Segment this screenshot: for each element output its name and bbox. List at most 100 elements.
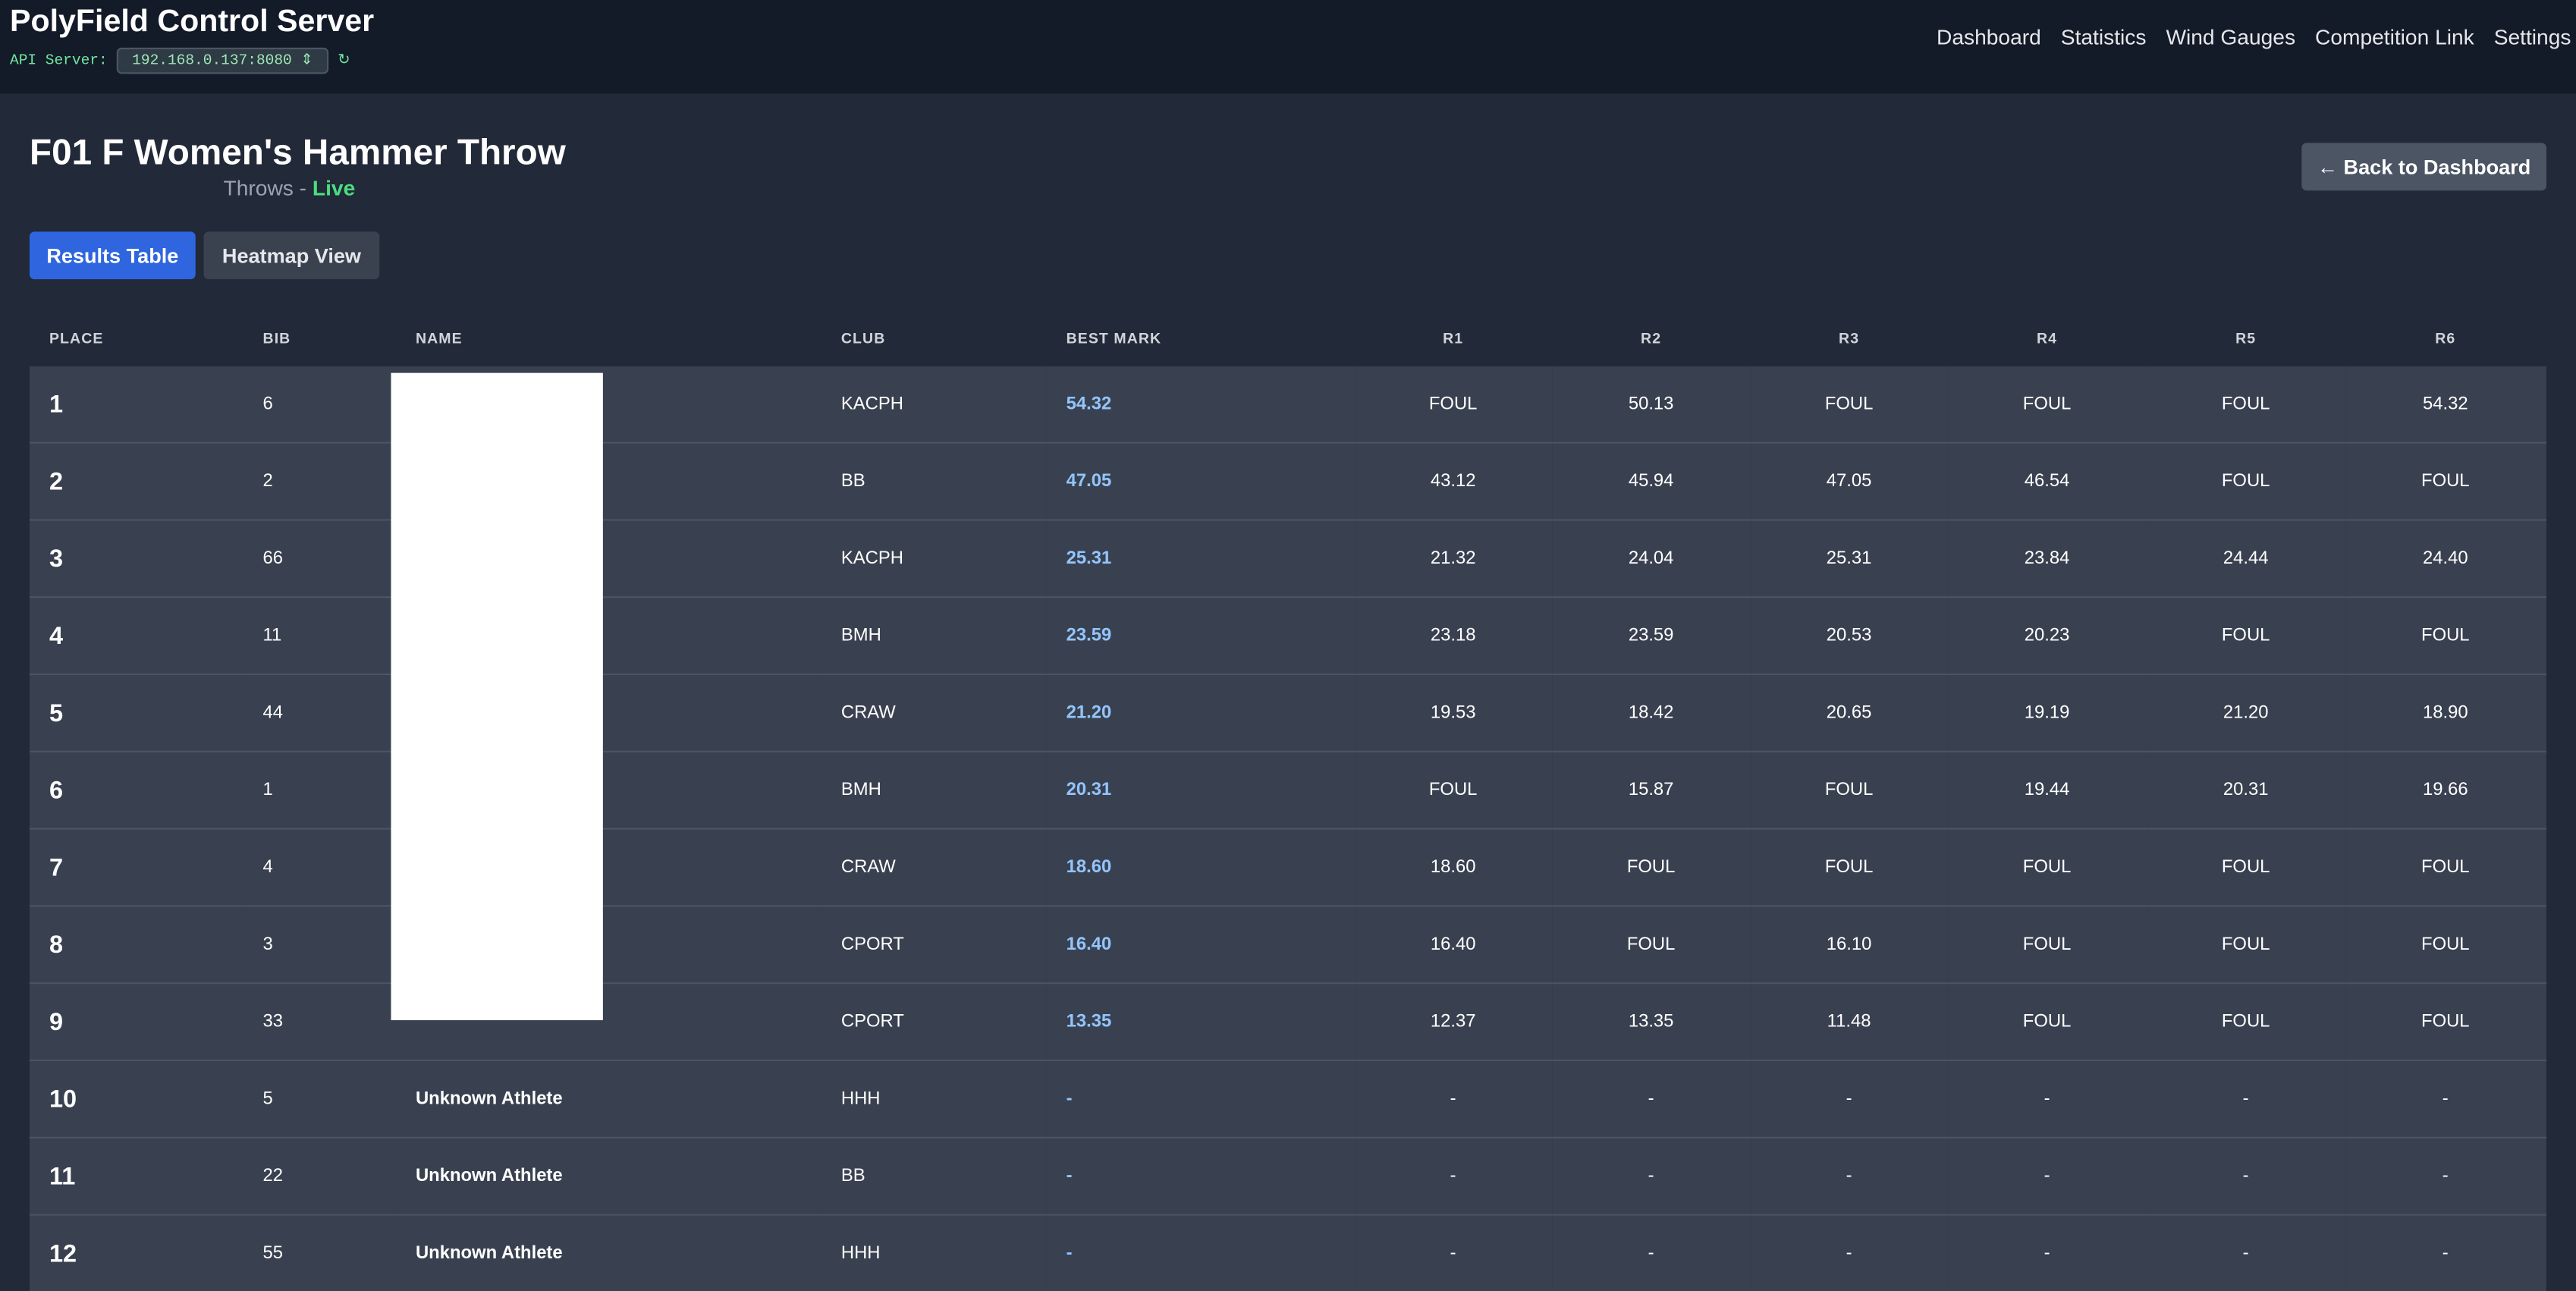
discipline: Throws -: [223, 175, 307, 201]
round-mark: 24.44: [2147, 520, 2346, 598]
place: 11: [29, 1137, 243, 1216]
round-mark: 12.37: [1355, 983, 1553, 1062]
best-mark: 23.59: [1046, 597, 1356, 676]
round-mark: 15.87: [1552, 751, 1751, 830]
result-row: 3 66 KACPH 25.31 21.32 24.04 25.31 23.84 24.44 24…: [29, 520, 2546, 598]
bib: 44: [243, 674, 396, 752]
round-mark: 46.54: [1948, 442, 2147, 521]
best-mark: 20.31: [1046, 751, 1356, 830]
round-mark: FOUL: [1751, 366, 1949, 444]
top-bar: PolyField Control Server API Server: 192…: [0, 0, 2576, 94]
round-mark: 16.10: [1751, 906, 1949, 985]
round-mark: 19.53: [1355, 674, 1553, 752]
refresh-icon[interactable]: ↻: [338, 52, 350, 69]
round-mark: 16.40: [1355, 906, 1553, 985]
round-mark: 45.94: [1552, 442, 1751, 521]
round-mark: FOUL: [2147, 366, 2346, 444]
best-mark: 21.20: [1046, 674, 1356, 752]
round-mark: 21.20: [2147, 674, 2346, 752]
column-header: R3: [1839, 330, 1860, 347]
tab[interactable]: Heatmap View: [203, 231, 380, 280]
place: 10: [29, 1060, 243, 1139]
nav-link[interactable]: Dashboard: [1937, 24, 2041, 49]
round-mark: -: [1355, 1214, 1553, 1291]
club: BB: [821, 442, 1047, 521]
round-mark: 13.35: [1552, 983, 1751, 1062]
round-mark: FOUL: [1552, 906, 1751, 985]
place: 1: [29, 366, 243, 444]
bib: 3: [243, 906, 396, 985]
api-address: 192.168.0.137:8080: [132, 52, 292, 69]
club: CPORT: [821, 983, 1047, 1062]
best-mark: 16.40: [1046, 906, 1356, 985]
round-mark: -: [2147, 1060, 2346, 1139]
bib: 1: [243, 751, 396, 830]
club: HHH: [821, 1060, 1047, 1139]
round-mark: FOUL: [1355, 751, 1553, 830]
tab[interactable]: Results Table: [29, 231, 196, 280]
result-row: 11 22 Unknown Athlete BB - - - - - - -: [29, 1137, 2546, 1216]
place: 8: [29, 906, 243, 985]
club: CRAW: [821, 828, 1047, 907]
round-mark: 18.42: [1552, 674, 1751, 752]
app-title: PolyField Control Server: [9, 5, 375, 39]
bib: 55: [243, 1214, 396, 1291]
round-mark: FOUL: [2345, 828, 2546, 907]
round-mark: FOUL: [1948, 366, 2147, 444]
best-mark: 18.60: [1046, 828, 1356, 907]
event-subtitle: Throws - Live: [224, 176, 356, 200]
round-mark: -: [2345, 1214, 2546, 1291]
round-mark: FOUL: [1552, 828, 1751, 907]
bib: 5: [243, 1060, 396, 1139]
round-mark: 43.12: [1355, 442, 1553, 521]
round-mark: -: [2147, 1137, 2346, 1216]
place: 9: [29, 983, 243, 1062]
round-mark: -: [2345, 1137, 2546, 1216]
club: CPORT: [821, 906, 1047, 985]
bib: 11: [243, 597, 396, 676]
nav-link[interactable]: Statistics: [2060, 24, 2147, 49]
round-mark: 24.40: [2345, 520, 2546, 598]
api-server: API Server: 192.168.0.137:8080 ⇕ ↻: [9, 47, 350, 74]
place: 12: [29, 1214, 243, 1291]
round-mark: -: [1948, 1137, 2147, 1216]
column-header: R1: [1443, 330, 1464, 347]
place: 4: [29, 597, 243, 676]
round-mark: FOUL: [1948, 906, 2147, 985]
result-row: 6 1 BMH 20.31 FOUL 15.87 FOUL 19.44 20.31 19.66: [29, 751, 2546, 830]
nav-link[interactable]: Competition Link: [2315, 24, 2474, 49]
athlete-name: Unknown Athlete: [395, 1137, 821, 1216]
round-mark: 19.19: [1948, 674, 2147, 752]
event-title: F01 F Women's Hammer Throw: [29, 131, 566, 173]
bib: 33: [243, 983, 396, 1062]
column-header: CLUB: [840, 330, 886, 347]
nav-link[interactable]: Settings: [2493, 24, 2571, 49]
club: HHH: [821, 1214, 1047, 1291]
place: 6: [29, 751, 243, 830]
nav-link[interactable]: Wind Gauges: [2166, 24, 2296, 49]
best-mark: 54.32: [1046, 366, 1356, 444]
round-mark: 54.32: [2345, 366, 2546, 444]
place: 2: [29, 442, 243, 521]
round-mark: -: [2345, 1060, 2546, 1139]
round-mark: FOUL: [2345, 442, 2546, 521]
back-button[interactable]: ← Back to Dashboard: [2301, 143, 2546, 191]
club: KACPH: [821, 520, 1047, 598]
round-mark: 19.44: [1948, 751, 2147, 830]
result-row: 8 3 CPORT 16.40 16.40 FOUL 16.10 FOUL FOUL FOUL: [29, 906, 2546, 985]
bib: 6: [243, 366, 396, 444]
column-header: PLACE: [49, 330, 104, 347]
round-mark: FOUL: [2147, 597, 2346, 676]
api-label: API Server:: [9, 52, 108, 69]
redaction: [391, 372, 603, 1020]
place: 7: [29, 828, 243, 907]
round-mark: -: [1552, 1137, 1751, 1216]
round-mark: 50.13: [1552, 366, 1751, 444]
place: 5: [29, 674, 243, 752]
api-select[interactable]: 192.168.0.137:8080 ⇕: [117, 47, 328, 74]
round-mark: -: [1552, 1214, 1751, 1291]
result-row: 4 11 BMH 23.59 23.18 23.59 20.53 20.23 FOUL FOUL: [29, 597, 2546, 676]
best-mark: 13.35: [1046, 983, 1356, 1062]
